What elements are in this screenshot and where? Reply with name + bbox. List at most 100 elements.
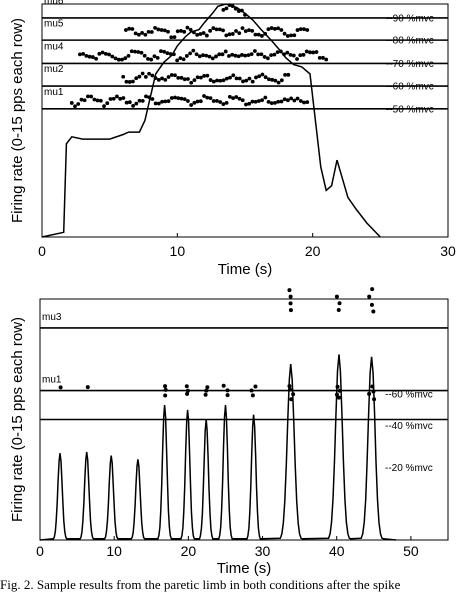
spike-dot (288, 52, 293, 57)
spike-dot (175, 58, 180, 63)
spike-dot (163, 384, 168, 389)
spike-dot (302, 27, 306, 32)
spike-dot (186, 99, 190, 103)
spike-dot (308, 50, 312, 55)
spike-dot (79, 97, 84, 102)
mvc-label: --70 %mvc (386, 59, 434, 70)
spike-dot (367, 391, 372, 396)
spike-dot (82, 98, 87, 103)
spike-dot (130, 27, 135, 31)
spike-dot (236, 54, 241, 59)
spike-dot (121, 74, 126, 79)
motor-unit-label: mu6 (44, 0, 64, 7)
spike-dot (103, 51, 108, 56)
spike-dot (127, 100, 132, 105)
spike-dot (336, 308, 341, 313)
spike-dot (133, 49, 137, 54)
spike-dot (120, 57, 124, 62)
spike-dot (224, 76, 229, 81)
spike-dot (181, 57, 186, 62)
spike-dot (263, 95, 268, 100)
spike-dot (129, 49, 134, 54)
spike-dot (279, 99, 284, 104)
spike-dot (185, 388, 190, 393)
spike-dot (210, 56, 215, 61)
spike-dot (211, 26, 216, 31)
spike-dot (279, 28, 284, 32)
spike-dot (243, 29, 248, 33)
spike-dot (159, 49, 163, 54)
spike-dot (217, 27, 222, 32)
spike-dot (244, 102, 248, 107)
spike-dot (253, 32, 258, 37)
spike-dot (370, 287, 375, 292)
spike-dot (136, 50, 141, 54)
spike-dot (150, 97, 155, 101)
motor-unit-label: mu3 (42, 312, 62, 323)
spike-dot (113, 56, 118, 61)
spike-dot (334, 392, 339, 397)
spike-dot (107, 52, 111, 57)
spike-dot (134, 76, 139, 81)
spike-dot (289, 96, 294, 101)
spike-dot (195, 75, 200, 80)
spike-dot (288, 301, 293, 306)
spike-dot (147, 71, 151, 76)
spike-dot (265, 56, 270, 61)
spike-dot (224, 6, 229, 11)
spike-dot (208, 96, 213, 101)
spike-dot (257, 74, 262, 79)
spike-dot (76, 102, 81, 106)
mvc-label: --60 %mvc (386, 82, 434, 93)
spike-dot (211, 99, 216, 103)
spike-dot (165, 51, 170, 56)
spike-dot (150, 73, 155, 78)
spike-dot (292, 98, 297, 103)
spike-dot (214, 54, 218, 59)
spike-dot (198, 32, 203, 36)
spike-dot (89, 94, 94, 99)
chart-panel-2 (39, 287, 449, 541)
spike-dot (143, 32, 148, 37)
spike-dot (140, 71, 145, 76)
spike-dot (142, 53, 147, 58)
spike-dot (321, 55, 325, 60)
spike-dot (87, 54, 92, 59)
motor-unit-label: mu5 (44, 18, 64, 29)
spike-dot (121, 96, 126, 100)
spike-dot (288, 294, 293, 299)
spike-dot (221, 8, 226, 12)
spike-dot (108, 97, 113, 101)
spike-dot (221, 102, 226, 107)
spike-dot (259, 52, 264, 57)
spike-dot (317, 55, 322, 60)
spike-dot (110, 54, 115, 59)
spike-dot (249, 52, 254, 57)
spike-dot (84, 53, 89, 58)
spike-dot (189, 80, 194, 85)
spike-dot (221, 78, 226, 83)
spike-dot (256, 32, 261, 37)
spike-dot (369, 302, 374, 307)
spike-dot (225, 393, 230, 398)
spike-dot (184, 54, 189, 58)
spike-dot (201, 53, 205, 58)
spike-dot (285, 34, 290, 38)
spike-dot (227, 32, 232, 37)
spike-dot (140, 99, 145, 103)
spike-dot (314, 50, 319, 54)
spike-dot (287, 387, 292, 392)
spike-dot (58, 385, 63, 390)
mvc-label: --60 %mvc (385, 390, 433, 401)
spike-dot (227, 94, 232, 99)
spike-dot (176, 96, 181, 101)
spike-dot (231, 73, 236, 78)
mvc-label: --40 %mvc (385, 421, 433, 432)
spike-dot (237, 76, 242, 81)
spike-dot (182, 77, 187, 82)
spike-dot (137, 98, 142, 103)
spike-dot (162, 49, 167, 54)
motor-unit-label: mu2 (44, 64, 64, 75)
spike-dot (162, 28, 167, 33)
spike-dot (246, 53, 251, 58)
